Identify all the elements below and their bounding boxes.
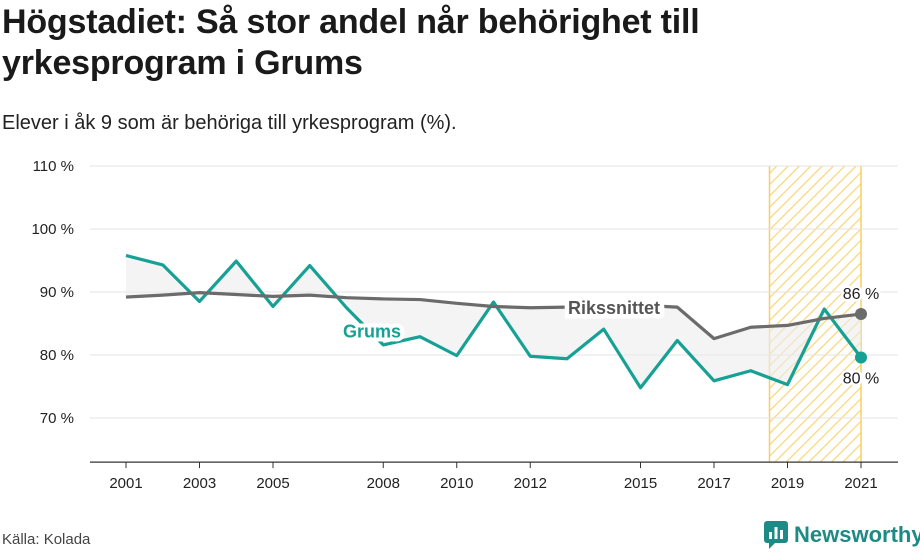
y-tick-label: 70 % xyxy=(40,410,74,427)
x-tick-label: 2008 xyxy=(367,475,400,492)
series-line-grums xyxy=(125,253,863,390)
x-tick-label: 2001 xyxy=(109,475,142,492)
x-tick-label: 2017 xyxy=(697,475,730,492)
end-marker-grums xyxy=(855,351,867,364)
x-tick-label: 2010 xyxy=(440,475,473,492)
line-chart: 70 % 80 % 90 % 100 % 110 % 2001 2003 2005 2008 20… xyxy=(31,158,898,492)
x-tick-label: 2012 xyxy=(514,475,547,492)
end-marker-rikssnittet xyxy=(855,308,867,321)
y-tick-label: 110 % xyxy=(33,158,74,175)
brand-logo: Newsworthy xyxy=(764,520,920,550)
source-note: Källa: Kolada xyxy=(2,531,91,548)
brand-name: Newsworthy xyxy=(794,522,920,547)
newsworthy-logo-icon xyxy=(764,521,788,549)
x-tick-label: 2019 xyxy=(771,475,804,492)
series-line-rikssnittet xyxy=(125,291,862,341)
highlight-band xyxy=(769,166,861,463)
y-tick-label: 80 % xyxy=(40,347,74,364)
end-value-label: 86 % xyxy=(843,286,879,303)
chart-subtitle: Elever i åk 9 som är behöriga till yrkes… xyxy=(2,112,457,134)
x-tick-label: 2003 xyxy=(183,475,216,492)
x-tick-label: 2021 xyxy=(844,475,877,492)
page-title: Högstadiet: Så stor andel når behörighet… xyxy=(2,3,700,82)
x-tick-label: 2015 xyxy=(624,475,657,492)
y-tick-label: 100 % xyxy=(31,221,74,238)
x-tick-label: 2005 xyxy=(256,475,289,492)
series-label-rikssnittet: Rikssnittet xyxy=(568,298,660,318)
y-tick-label: 90 % xyxy=(40,284,74,301)
end-value-label: 80 % xyxy=(843,371,879,388)
series-label-grums: Grums xyxy=(343,321,401,341)
difference-area xyxy=(126,255,861,388)
